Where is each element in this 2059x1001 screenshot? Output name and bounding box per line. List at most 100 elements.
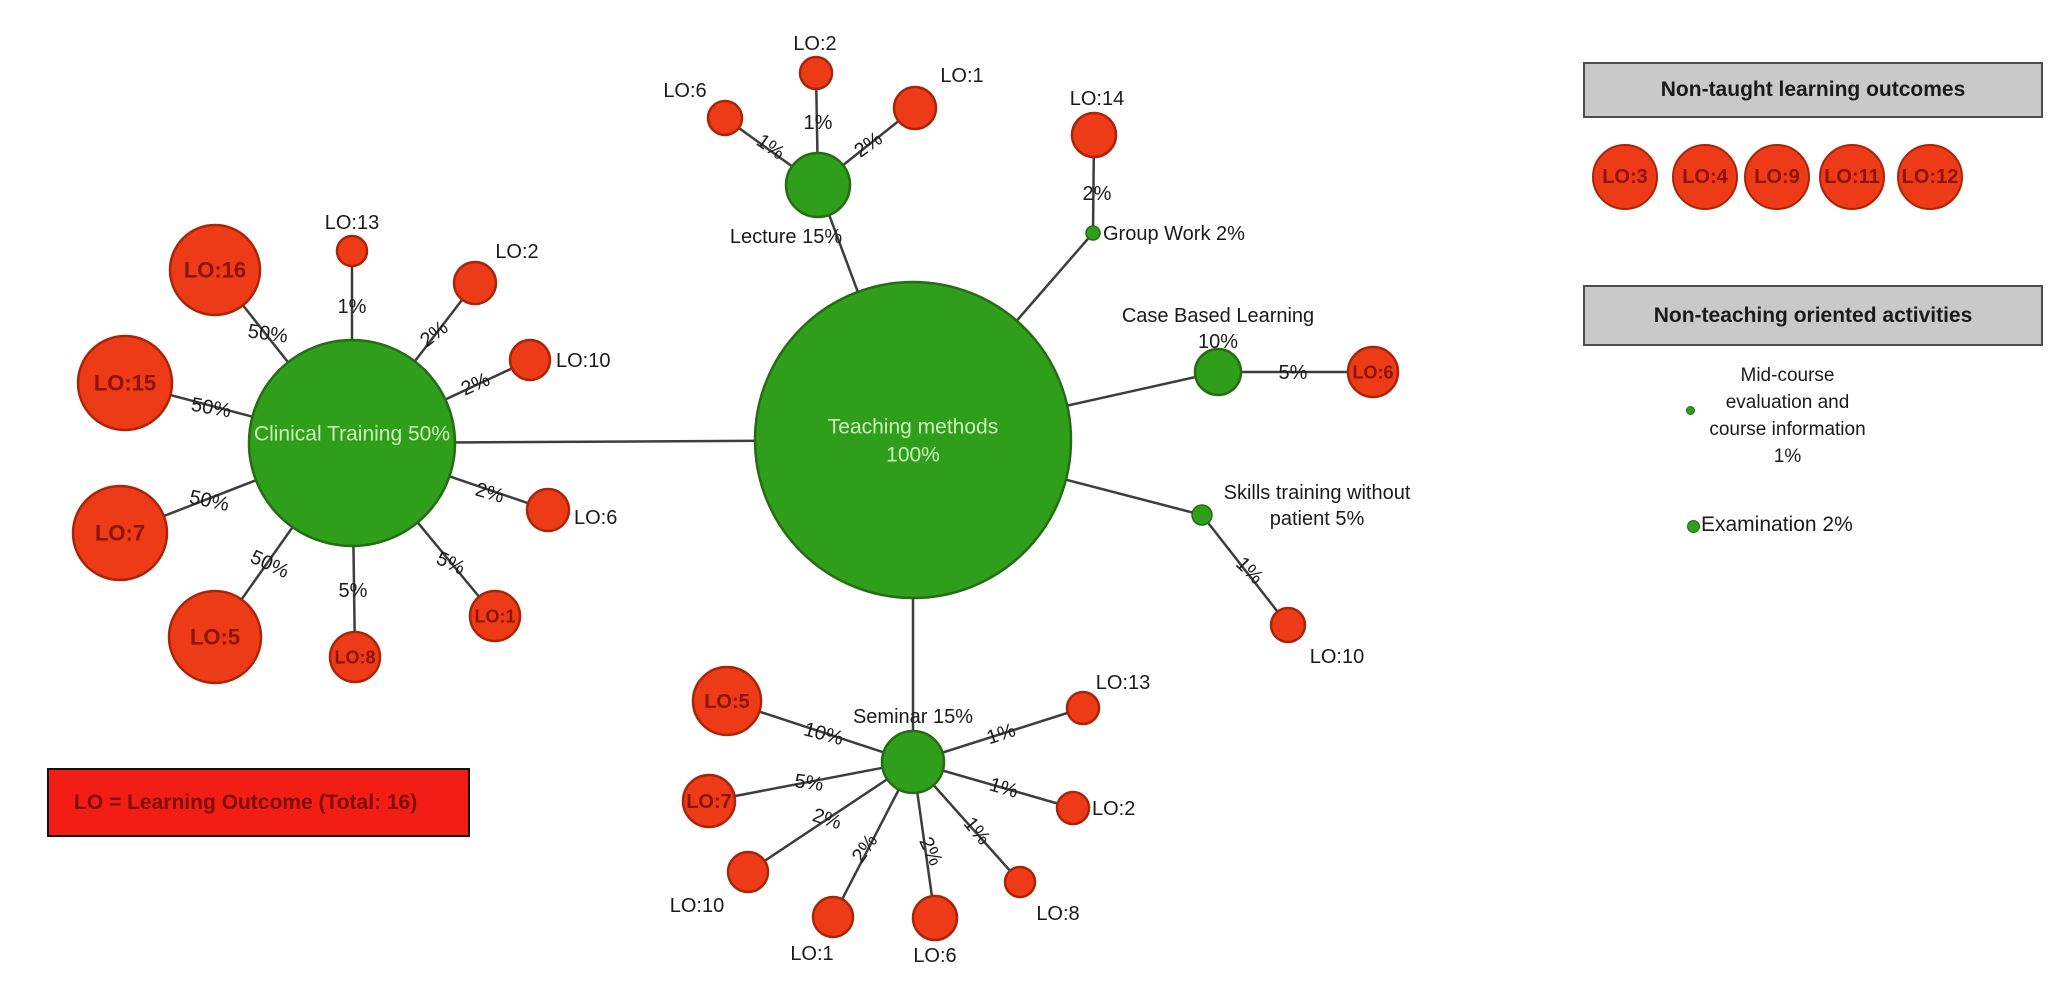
diagram-label: 5% — [793, 770, 825, 796]
diagram-label: 1% — [804, 112, 833, 134]
non-taught-outcome-circle: LO:4 — [1672, 144, 1738, 210]
diagram-label: 2% — [458, 369, 494, 401]
diagram-label: 2% — [850, 128, 886, 163]
non-taught-outcome-circle: LO:3 — [1592, 144, 1658, 210]
node-sk10 — [1269, 606, 1307, 644]
node-l1 — [892, 85, 938, 131]
bullet-dot-icon — [1686, 406, 1695, 415]
diagram-label: LO:13 — [325, 212, 379, 234]
node-clinical — [247, 338, 457, 548]
non-taught-outcome-circle: LO:12 — [1897, 144, 1963, 210]
diagram-label: 50% — [246, 320, 289, 347]
diagram-label: 5% — [1279, 362, 1308, 384]
node-label-cbl6: LO:6 — [1352, 362, 1393, 382]
node-cbl — [1193, 347, 1243, 397]
node-s2 — [1055, 790, 1091, 826]
node-l6 — [706, 99, 744, 137]
outcome-circle-label: LO:11 — [1824, 165, 1880, 188]
diagram-label: LO:10 — [670, 895, 724, 917]
node-seminar — [880, 729, 946, 795]
legend-label: LO = Learning Outcome (Total: 16) — [74, 790, 418, 814]
diagram-label: 10% — [801, 718, 846, 750]
diagram-label: 2% — [914, 834, 946, 870]
node-label-s5: LO:5 — [704, 691, 750, 713]
diagram-label: LO:1 — [940, 65, 983, 87]
node-s1 — [811, 895, 855, 939]
node-label-teaching: Teaching methods 100% — [828, 415, 998, 466]
node-s5 — [691, 665, 763, 737]
diagram-label: 1% — [987, 774, 1021, 803]
diagram-label: Seminar 15% — [853, 706, 973, 728]
node-c7 — [71, 484, 169, 582]
outcome-circle-label: LO:3 — [1602, 165, 1648, 188]
diagram-label: 50% — [247, 546, 293, 583]
node-label-c15: LO:15 — [94, 371, 156, 396]
mid-course-percent: 1% — [1773, 446, 1802, 467]
legend-box: LO = Learning Outcome (Total: 16) — [47, 768, 470, 837]
node-groupwork — [1085, 225, 1101, 241]
non-taught-outcome-circle: LO:9 — [1744, 144, 1810, 210]
examination-label: Examination 2% — [1701, 513, 1853, 536]
diagram-label: 10% — [1198, 331, 1238, 353]
diagram-label: LO:10 — [1310, 646, 1364, 668]
diagram-label: 1% — [984, 719, 1018, 749]
node-label-c7: LO:7 — [95, 521, 145, 546]
non-teaching-header: Non-teaching oriented activities — [1583, 285, 2043, 346]
node-c13 — [335, 234, 369, 268]
diagram-label: Case Based Learning — [1122, 305, 1314, 327]
node-s7 — [681, 773, 737, 829]
diagram-label: 5% — [339, 580, 368, 602]
node-l2 — [798, 55, 834, 91]
outcome-circle-label: LO:9 — [1754, 165, 1800, 188]
non-taught-outcome-circle: LO:11 — [1819, 144, 1885, 210]
node-teaching — [753, 280, 1073, 600]
node-label-c5: LO:5 — [190, 625, 240, 650]
non-taught-title: Non-taught learning outcomes — [1660, 78, 1966, 101]
edge-seminar-s10 — [747, 760, 914, 874]
diagram-label: 1% — [338, 296, 367, 318]
diagram-label: 50% — [187, 486, 231, 516]
node-s13 — [1065, 690, 1101, 726]
diagram-label: LO:1 — [790, 943, 833, 965]
diagram-label: LO:6 — [913, 945, 956, 967]
node-cbl6 — [1346, 345, 1400, 399]
examination-item: Examination 2% — [1701, 513, 1853, 537]
node-c5 — [167, 589, 263, 685]
diagram-label: 2% — [810, 804, 844, 834]
outcome-circle-label: LO:12 — [1901, 165, 1959, 188]
diagram-label: LO:6 — [663, 80, 706, 102]
node-label-clinical: Clinical Training 50% — [254, 422, 450, 445]
diagram-label: patient 5% — [1270, 508, 1365, 530]
mid-course-item: Mid-course evaluation and course informa… — [1700, 362, 1875, 470]
node-label-s7: LO:7 — [686, 791, 732, 813]
node-label-c8: LO:8 — [334, 647, 375, 667]
node-c2 — [452, 260, 498, 306]
diagram-label: LO:2 — [495, 241, 538, 263]
diagram-label: 2% — [473, 479, 507, 508]
node-c8 — [328, 630, 382, 684]
node-c10 — [508, 338, 552, 382]
diagram-label: 2% — [1083, 183, 1112, 205]
node-skills — [1191, 504, 1213, 526]
node-c6 — [525, 487, 571, 533]
diagram-label: LO:8 — [1036, 903, 1079, 925]
edge-skills-sk10 — [1201, 514, 1289, 626]
diagram-label: LO:13 — [1096, 672, 1150, 694]
mid-course-label: Mid-course evaluation and course informa… — [1709, 365, 1866, 440]
diagram-label: Skills training without — [1224, 482, 1411, 504]
diagram-label: LO:10 — [556, 350, 610, 372]
bullet-dot-icon — [1687, 520, 1700, 533]
node-label-c16: LO:16 — [184, 258, 246, 283]
non-taught-header: Non-taught learning outcomes — [1583, 62, 2043, 118]
node-label-c1: LO:1 — [474, 606, 515, 626]
diagram-label: Group Work 2% — [1103, 223, 1245, 245]
node-lo14 — [1070, 111, 1118, 159]
node-s8 — [1003, 865, 1037, 899]
node-c16 — [168, 223, 262, 317]
node-c1 — [468, 589, 522, 643]
non-teaching-title: Non-teaching oriented activities — [1653, 303, 1973, 327]
diagram-label: 5% — [433, 547, 469, 579]
diagram-label: 2% — [848, 830, 883, 866]
